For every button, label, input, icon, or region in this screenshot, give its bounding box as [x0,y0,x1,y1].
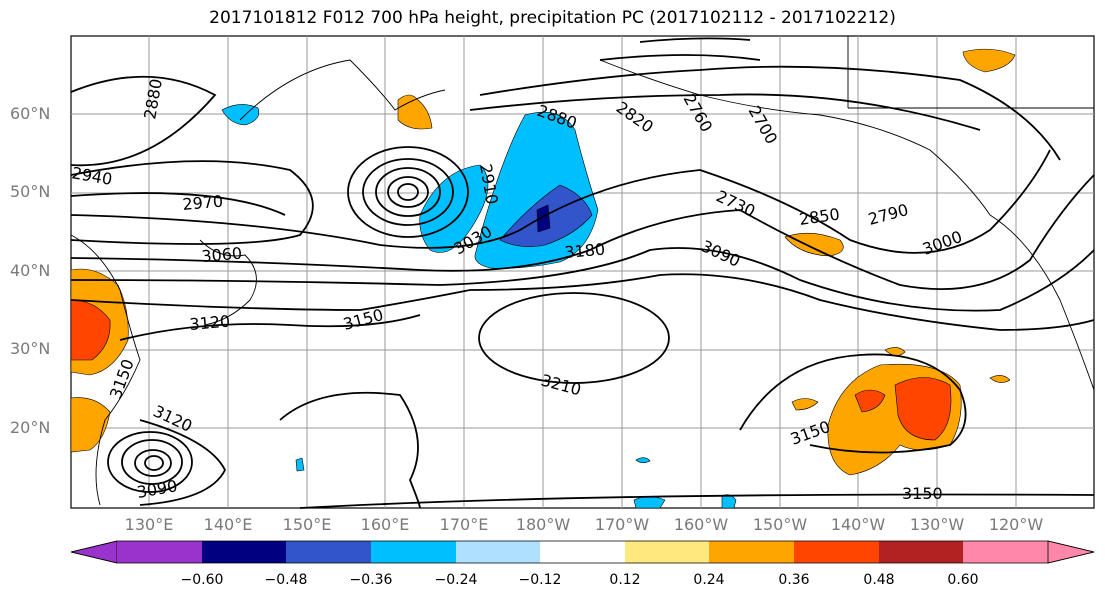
colorbar-segment [456,541,540,563]
lon-label: 140°W [830,515,886,534]
lon-label: 160°E [360,515,410,534]
colorbar-segment [625,541,709,563]
lat-label: 20°N [10,418,51,437]
colorbar-segment [117,541,202,563]
lon-label: 130°W [909,515,965,534]
coast-asia [70,234,141,506]
map-title: 2017101812 F012 700 hPa height, precipit… [209,8,896,28]
colorbar-segment [879,541,963,563]
colorbar-extend-max [1047,540,1095,564]
colorbar-outline [70,540,1095,564]
contour-label: 3150 [902,484,943,503]
neg-patch-small-2 [635,457,651,464]
colorbar-tick: −0.24 [434,572,478,588]
colorbar-tick: −0.36 [349,572,393,588]
colorbar-segment [963,541,1048,563]
colorbar-tick: −0.60 [180,572,224,588]
colorbar-segment [794,541,879,563]
colorbar-segment [202,541,286,563]
neg-patch-west [419,164,489,253]
neg-patch-small-3 [633,496,666,509]
pos-dark-subtropics [894,377,952,441]
pos-patch-small-2 [989,375,1011,383]
lon-label: 150°W [752,515,808,534]
colorbar-extend-min [70,540,118,564]
pos-patch-small-3 [884,347,906,356]
lon-label: 170°E [439,515,489,534]
pos-dark-china [70,299,111,361]
lon-label: 120°W [988,515,1044,534]
colorbar-tick: 0.24 [693,572,725,588]
height-contours [70,37,1095,509]
lat-label: 40°N [10,261,51,280]
colorbar-segment [371,541,456,563]
coast-siberia [239,59,446,121]
lon-label: 140°E [203,515,253,534]
coast-japan [199,239,257,326]
lon-label: 130°E [124,515,174,534]
contour-label: 2970 [182,192,224,214]
colorbar-segment [540,541,625,563]
colorbar-tick: 0.36 [778,572,810,588]
lat-label: 60°N [10,104,51,123]
lat-label: 30°N [10,339,51,358]
lat-label: 50°N [10,182,51,201]
pos-patch-gulf [784,232,844,257]
neg-patch-kamchatka [221,104,259,126]
neg-darkest-patch [536,204,551,233]
lon-label: 180°W [515,515,571,534]
pos-dark-subtropics-2 [854,389,886,413]
colorbar-segment [286,541,371,563]
colorbar-segment [709,541,794,563]
neg-patch-small-1 [295,457,305,472]
contour-label: 3180 [564,240,606,262]
colorbar [70,540,1095,564]
pos-patch-canada [962,48,1016,73]
colorbar-tick: −0.12 [518,572,562,588]
contour-label: 3060 [201,244,243,266]
colorbar-tick: −0.48 [264,572,308,588]
colorbar-tick: 0.12 [609,572,641,588]
contour-label: 3120 [189,312,231,334]
colorbar-tick: 0.48 [863,572,895,588]
positive-shading [70,48,1016,476]
lon-label: 170°W [594,515,650,534]
pos-patch-small-1 [791,398,819,411]
colorbar-tick: 0.60 [947,572,979,588]
lon-label: 160°W [673,515,729,534]
lon-label: 150°E [282,515,332,534]
